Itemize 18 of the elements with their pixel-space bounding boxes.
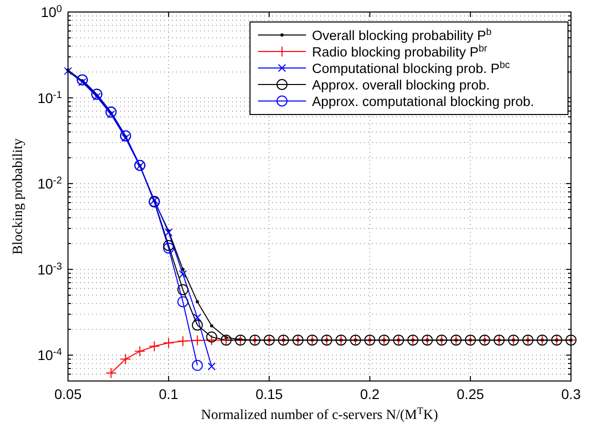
legend-label: Approx. overall blocking prob. — [312, 78, 490, 92]
y-tick-label: 10$^{-1}$ — [37, 89, 62, 106]
legend-label: Computational blocking prob. P$^{bc}$ — [312, 60, 510, 76]
y-tick-label: 10$^{-4}$ — [37, 346, 62, 364]
x-tick-label: 0.3 — [561, 386, 581, 402]
x-axis-title: Normalized number of c-servers N/(M$^{T}$K) — [200, 406, 438, 423]
y-axis-title: Blocking probability — [11, 138, 26, 255]
y-tick-label: 10$^{0}$ — [40, 4, 62, 20]
x-tick-label: 0.05 — [54, 386, 82, 402]
x-tick-label: 0.2 — [360, 386, 380, 402]
x-tick-label: 0.25 — [456, 386, 484, 402]
x-tick-label: 0.1 — [158, 386, 179, 402]
legend-label: Radio blocking probability P$^{br}$ — [312, 43, 488, 60]
x-tick-label: 0.15 — [256, 386, 284, 402]
y-tick-label: 10$^{-2}$ — [37, 175, 62, 192]
legend-label: Overall blocking probability P$^{b}$ — [312, 26, 492, 43]
legend-label: Approx. computational blocking prob. — [312, 94, 534, 109]
y-tick-label: 10$^{-3}$ — [37, 260, 62, 278]
